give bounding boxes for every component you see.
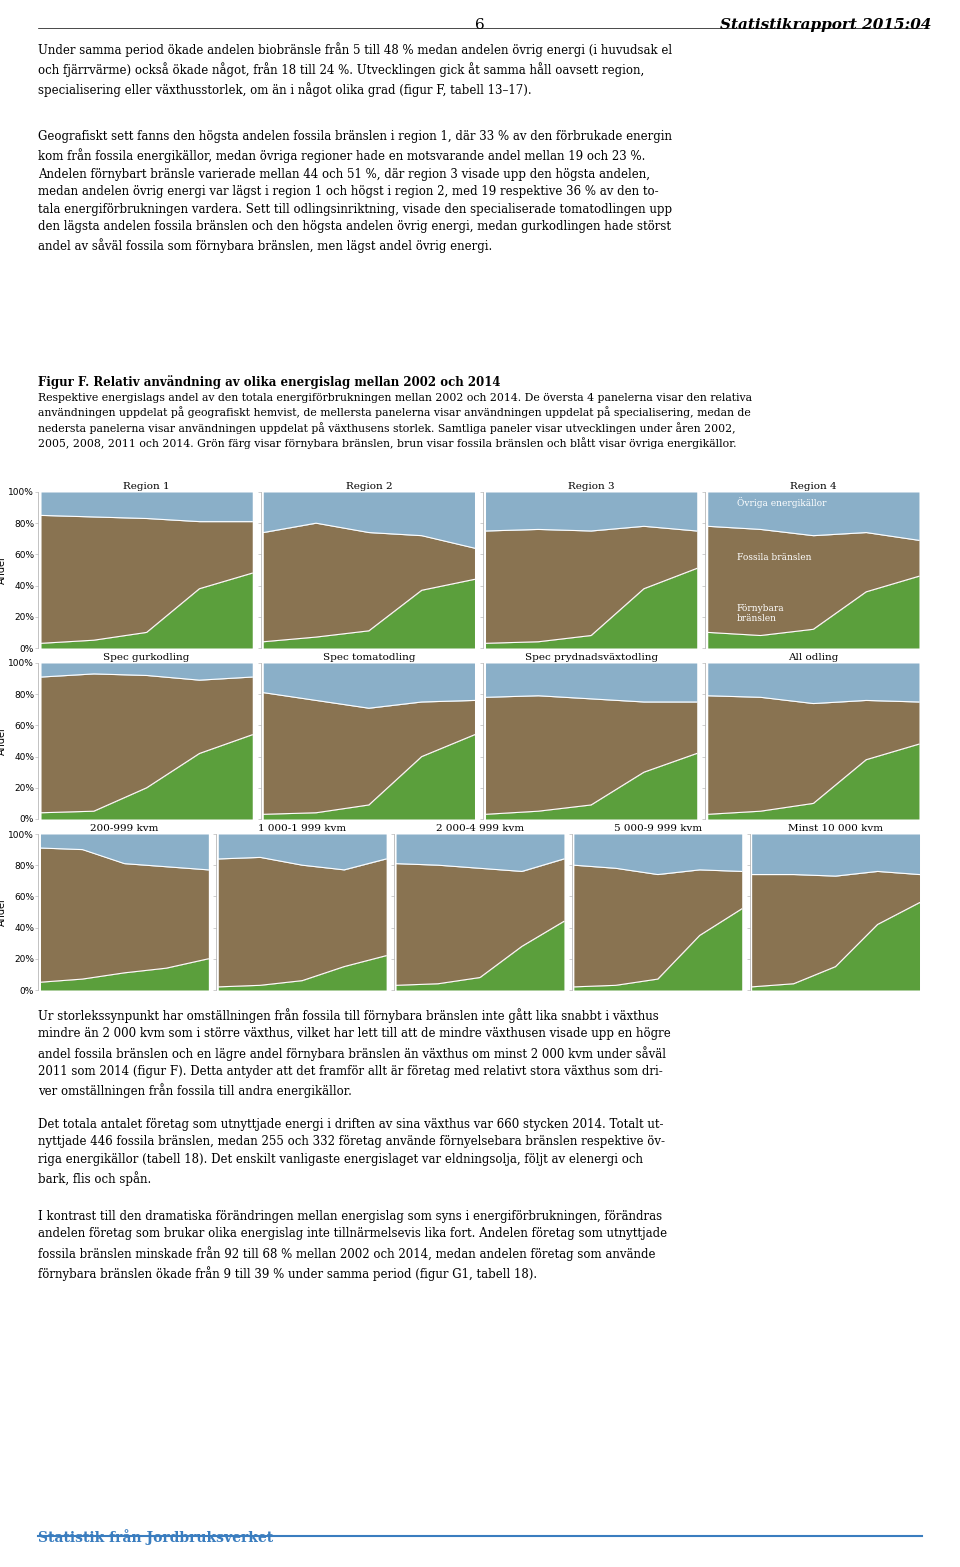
Title: Spec tomatodling: Spec tomatodling: [323, 652, 415, 661]
Text: Förnybara
bränslen: Förnybara bränslen: [736, 603, 784, 624]
Y-axis label: Andel: Andel: [0, 898, 7, 926]
Title: Region 4: Region 4: [790, 481, 837, 490]
Text: Figur F. Relativ användning av olika energislag mellan 2002 och 2014: Figur F. Relativ användning av olika ene…: [38, 375, 501, 389]
Title: Region 2: Region 2: [346, 481, 393, 490]
Text: Ur storlekssynpunkt har omställningen från fossila till förnybara bränslen inte : Ur storlekssynpunkt har omställningen fr…: [38, 1008, 671, 1098]
Text: Statistikrapport 2015:04: Statistikrapport 2015:04: [720, 17, 931, 31]
Text: 6: 6: [475, 17, 485, 31]
Title: 1 000-1 999 kvm: 1 000-1 999 kvm: [258, 824, 347, 832]
Title: All odling: All odling: [788, 652, 838, 661]
Text: I kontrast till den dramatiska förändringen mellan energislag som syns i energif: I kontrast till den dramatiska förändrin…: [38, 1210, 667, 1280]
Title: Region 3: Region 3: [567, 481, 614, 490]
Title: Spec prydnadsväxtodling: Spec prydnadsväxtodling: [524, 652, 658, 661]
Title: Minst 10 000 kvm: Minst 10 000 kvm: [788, 824, 883, 832]
Text: Fossila bränslen: Fossila bränslen: [736, 553, 811, 563]
Text: Det totala antalet företag som utnyttjade energi i driften av sina växthus var 6: Det totala antalet företag som utnyttjad…: [38, 1117, 665, 1186]
Text: Under samma period ökade andelen biobränsle från 5 till 48 % medan andelen övrig: Under samma period ökade andelen biobrän…: [38, 42, 673, 97]
Text: Geografiskt sett fanns den högsta andelen fossila bränslen i region 1, där 33 % : Geografiskt sett fanns den högsta andele…: [38, 130, 673, 254]
Text: Övriga energikällor: Övriga energikällor: [736, 497, 827, 508]
Title: Spec gurkodling: Spec gurkodling: [104, 652, 190, 661]
Text: Statistik från Jordbruksverket: Statistik från Jordbruksverket: [38, 1529, 274, 1545]
Title: 5 000-9 999 kvm: 5 000-9 999 kvm: [613, 824, 702, 832]
Title: 200-999 kvm: 200-999 kvm: [90, 824, 158, 832]
Y-axis label: Andel: Andel: [0, 556, 7, 584]
Title: Region 1: Region 1: [123, 481, 170, 490]
Text: Respektive energislags andel av den totala energiförbrukningen mellan 2002 och 2: Respektive energislags andel av den tota…: [38, 393, 753, 448]
Title: 2 000-4 999 kvm: 2 000-4 999 kvm: [436, 824, 524, 832]
Y-axis label: Andel: Andel: [0, 727, 7, 755]
